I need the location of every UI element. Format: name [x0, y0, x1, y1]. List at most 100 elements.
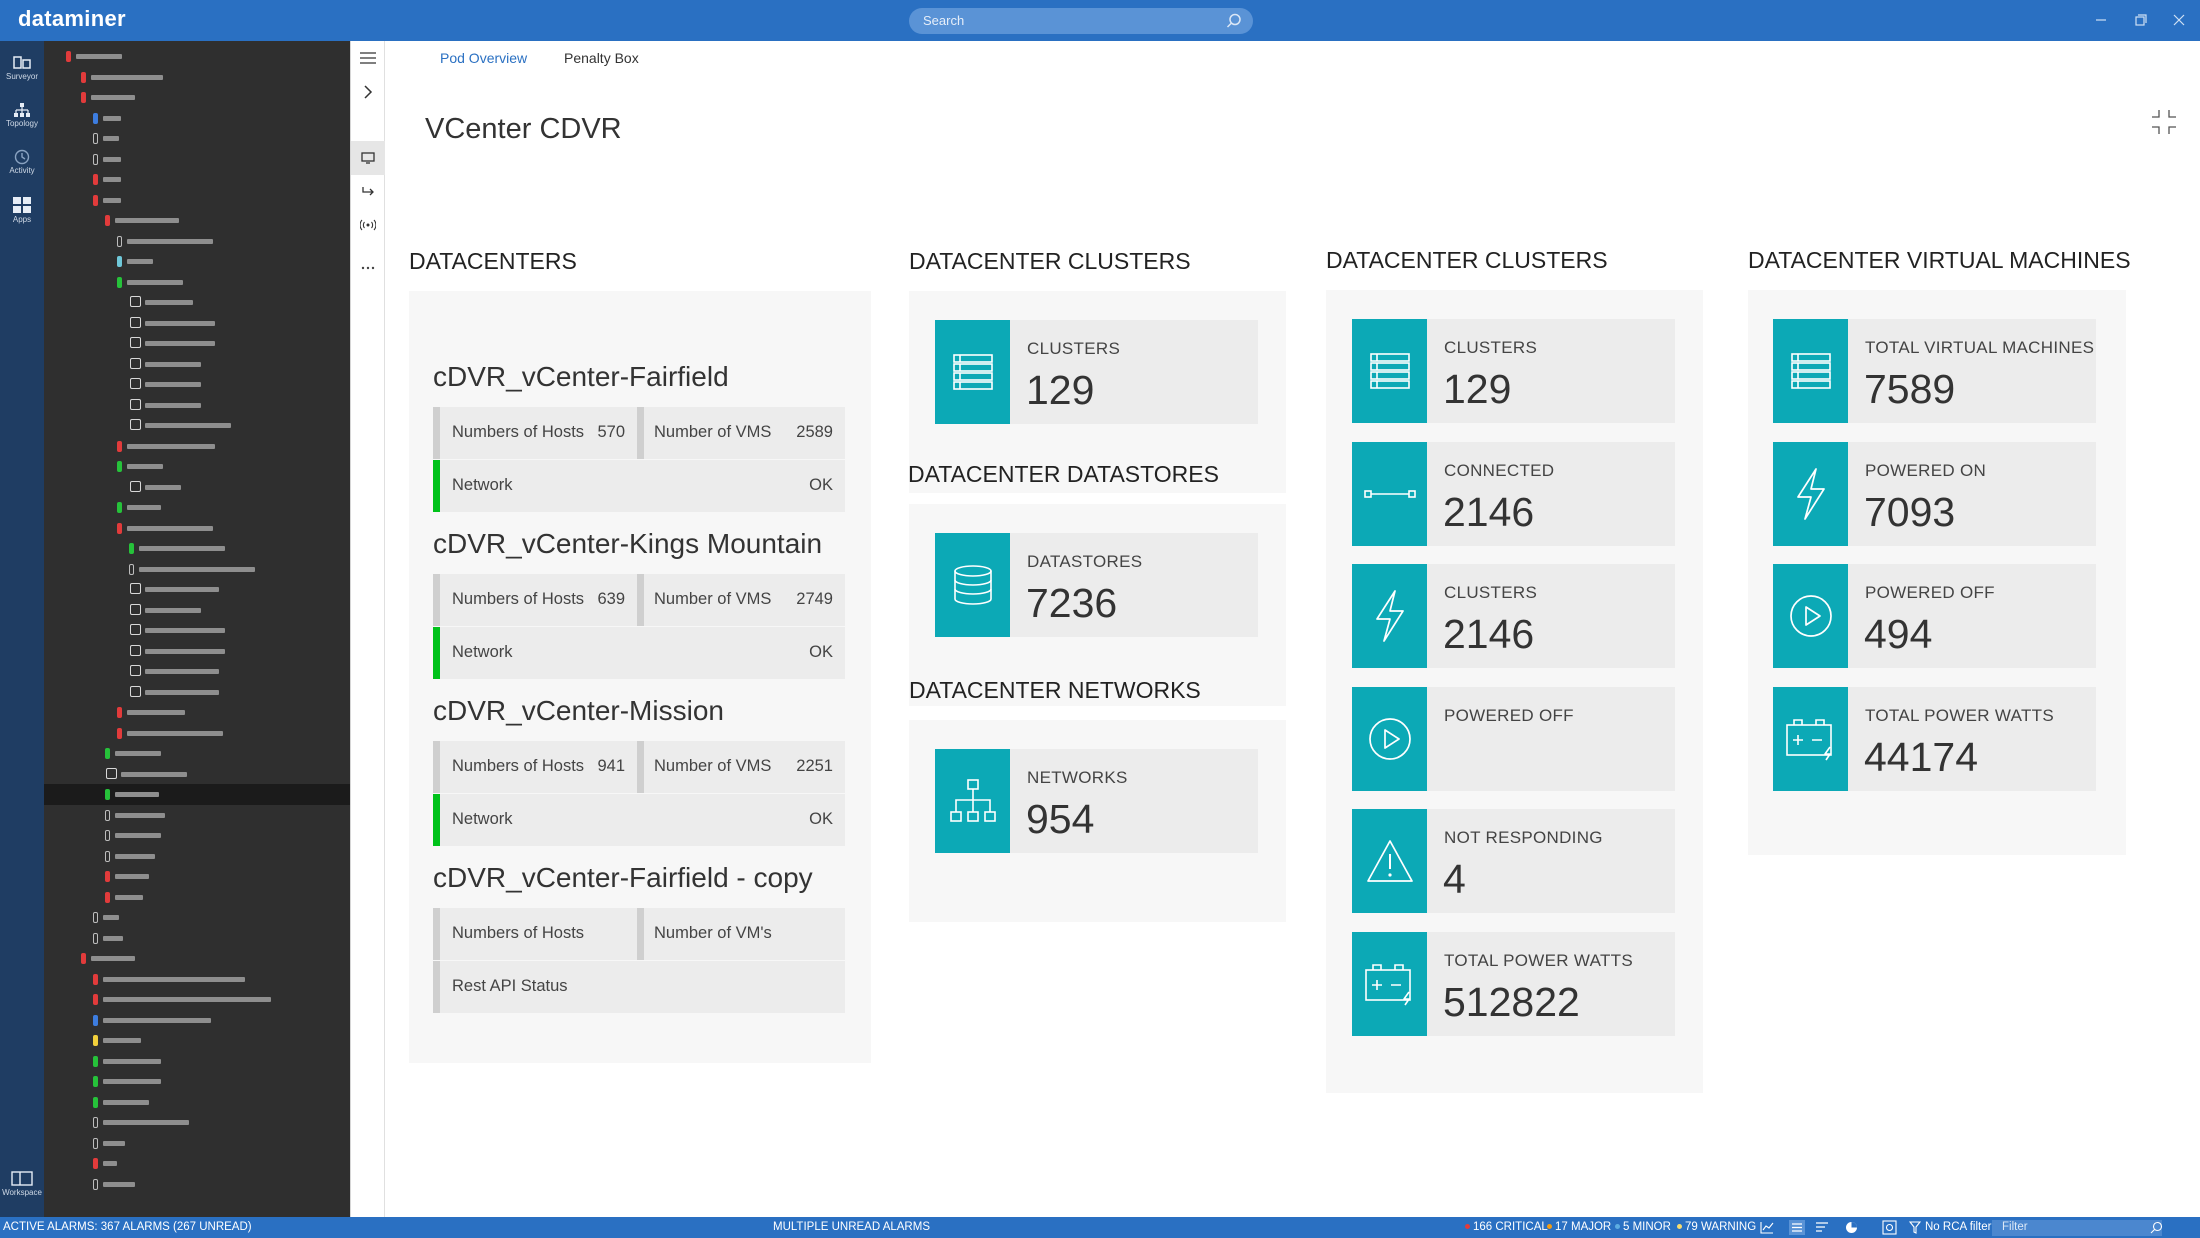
list-view-icon[interactable] [1789, 1220, 1805, 1235]
major-label: 17 MAJOR [1555, 1221, 1612, 1233]
tree-item[interactable] [44, 67, 350, 88]
tree-item[interactable] [44, 928, 350, 949]
filter-icon[interactable] [1909, 1221, 1921, 1234]
pie-icon[interactable] [1845, 1221, 1858, 1234]
tree-item-label [127, 730, 223, 736]
tree-item[interactable] [44, 272, 350, 293]
tree-item[interactable] [44, 723, 350, 744]
tree-item[interactable] [44, 210, 350, 231]
tree-item[interactable] [44, 846, 350, 867]
tree-item[interactable] [44, 989, 350, 1010]
tree-item[interactable] [44, 559, 350, 580]
tree-item[interactable] [44, 887, 350, 908]
close-icon[interactable] [2168, 10, 2190, 30]
tree-item[interactable] [44, 292, 350, 313]
restore-icon[interactable] [2130, 10, 2152, 30]
tree-item[interactable] [44, 415, 350, 436]
collapse-icon[interactable] [2149, 107, 2179, 137]
tab-pod-overview[interactable]: Pod Overview [440, 50, 528, 66]
tree-item[interactable] [44, 1051, 350, 1072]
tree-item[interactable] [44, 1071, 350, 1092]
tree-item[interactable] [44, 497, 350, 518]
rail-workspace[interactable]: Workspace [0, 1163, 44, 1209]
tree-item[interactable] [44, 169, 350, 190]
tree-item[interactable] [44, 456, 350, 477]
tree-item[interactable] [44, 354, 350, 375]
rail-activity[interactable]: Activity [0, 141, 44, 187]
tree-item[interactable] [44, 743, 350, 764]
minor-count[interactable]: 5 MINOR [1615, 1221, 1671, 1233]
trend-icon[interactable] [1760, 1221, 1774, 1234]
tree-item[interactable] [44, 661, 350, 682]
tree-item[interactable] [44, 1174, 350, 1195]
active-alarms-text[interactable]: ACTIVE ALARMS: 367 ALARMS (267 UNREAD) [3, 1221, 252, 1233]
tree-item[interactable] [44, 518, 350, 539]
tree-item[interactable] [44, 825, 350, 846]
warning-count[interactable]: 79 WARNING [1677, 1221, 1756, 1233]
tree-item[interactable] [44, 784, 350, 805]
tree-item[interactable] [44, 333, 350, 354]
tree-item[interactable] [44, 395, 350, 416]
filter-search-icon[interactable] [2150, 1221, 2163, 1234]
tree-item[interactable] [44, 1030, 350, 1051]
tree-item[interactable] [44, 149, 350, 170]
cell-accent [433, 407, 440, 459]
focus-icon[interactable] [1882, 1220, 1897, 1235]
tree-item[interactable] [44, 190, 350, 211]
tree-item[interactable] [44, 620, 350, 641]
broadcast-icon[interactable] [351, 208, 385, 242]
tree-item[interactable] [44, 436, 350, 457]
tree-item[interactable] [44, 579, 350, 600]
tree-item[interactable] [44, 907, 350, 928]
tree-item[interactable] [44, 682, 350, 703]
sort-icon[interactable] [1815, 1221, 1829, 1234]
tree-item[interactable] [44, 374, 350, 395]
tree-item[interactable] [44, 948, 350, 969]
tree-node-icon [130, 378, 141, 389]
tree-item[interactable] [44, 1092, 350, 1113]
tree-status-marker [105, 215, 110, 226]
rail-surveyor[interactable]: Surveyor [0, 47, 44, 93]
tree-item[interactable] [44, 1112, 350, 1133]
tree-status-marker [105, 891, 110, 903]
major-count[interactable]: 17 MAJOR [1547, 1221, 1611, 1233]
tree-item[interactable] [44, 477, 350, 498]
tree-item[interactable] [44, 969, 350, 990]
tree-item[interactable] [44, 313, 350, 334]
rca-filter[interactable]: No RCA filter [1925, 1221, 1992, 1233]
minimize-icon[interactable] [2090, 10, 2112, 30]
tree-item[interactable] [44, 764, 350, 785]
expand-chevron-icon[interactable] [351, 75, 385, 109]
more-options-icon[interactable] [351, 251, 385, 285]
tree-item[interactable] [44, 231, 350, 252]
tree-item[interactable] [44, 641, 350, 662]
tree-item[interactable] [44, 538, 350, 559]
rail-topology[interactable]: Topology [0, 94, 44, 140]
tree-item[interactable] [44, 1133, 350, 1154]
tree-item[interactable] [44, 46, 350, 67]
search-input[interactable]: Search [909, 8, 1253, 34]
tree-item[interactable] [44, 866, 350, 887]
tree-item[interactable] [44, 87, 350, 108]
tree-item[interactable] [44, 1010, 350, 1031]
tree-item[interactable] [44, 600, 350, 621]
tree-item-label [145, 402, 201, 408]
element-tree[interactable] [44, 41, 350, 1217]
tree-status-marker [93, 133, 98, 144]
tree-item[interactable] [44, 251, 350, 272]
tree-item-label [103, 1161, 117, 1166]
hamburger-menu-icon[interactable] [351, 41, 385, 75]
tab-penalty-box[interactable]: Penalty Box [564, 50, 639, 66]
tree-item[interactable] [44, 108, 350, 129]
tree-item[interactable] [44, 128, 350, 149]
status-label: Network [452, 643, 513, 661]
tree-item[interactable] [44, 1153, 350, 1174]
rail-apps[interactable]: Apps [0, 188, 44, 234]
tree-item[interactable] [44, 805, 350, 826]
search-icon[interactable] [1225, 12, 1243, 30]
filter-input[interactable]: Filter [1992, 1220, 2162, 1236]
critical-count[interactable]: 166 CRITICAL [1465, 1221, 1548, 1233]
monitor-icon[interactable] [351, 141, 385, 175]
tree-item[interactable] [44, 702, 350, 723]
relation-icon[interactable] [351, 174, 385, 208]
